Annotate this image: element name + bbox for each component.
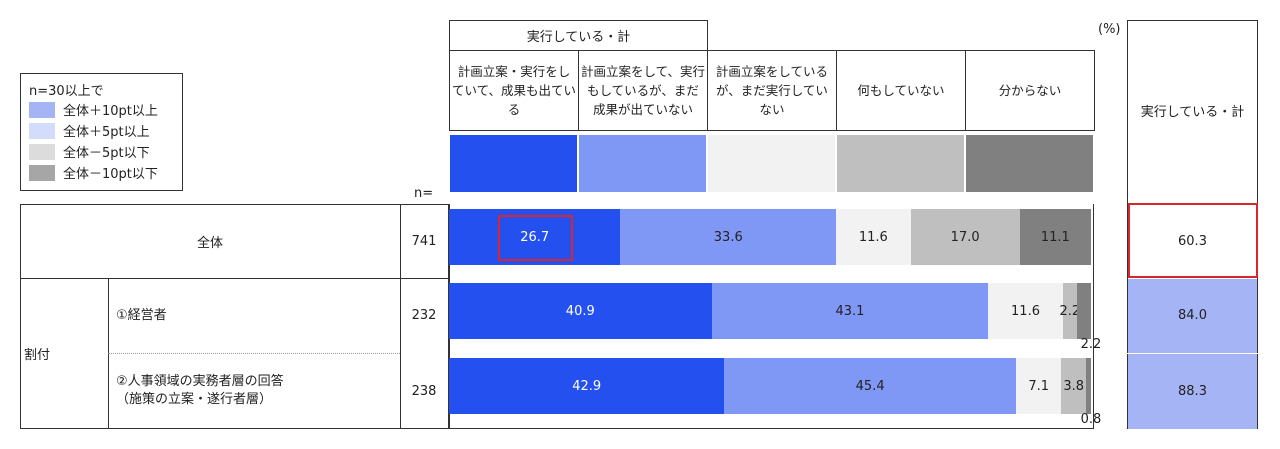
legend-label: 全体－5pt以下 <box>63 146 150 161</box>
bar-segment <box>620 209 837 265</box>
total-cell <box>1128 354 1257 429</box>
legend: n=30以上で 全体＋10pt以上 全体＋5pt以上 全体－5pt以下 全体－10pt… <box>20 73 183 191</box>
bar-segment <box>711 283 989 339</box>
bar-segment <box>836 209 911 265</box>
bar-segment <box>910 209 1020 265</box>
value-label: 11.1 <box>1040 229 1070 245</box>
category-label: 全体 <box>196 235 223 251</box>
highlight-box <box>498 215 573 261</box>
legend-title: n=30以上で <box>29 84 104 99</box>
value-label: 3.8 <box>1063 378 1084 394</box>
value-label: 17.0 <box>950 229 980 245</box>
bar-segment <box>1019 209 1091 265</box>
legend-label: 全体＋5pt以上 <box>63 125 150 140</box>
legend-item: 全体＋10pt以上 <box>29 99 174 120</box>
column-swatch <box>708 135 835 192</box>
total-label: 60.3 <box>1178 233 1207 249</box>
column-header: 計画立案をして、実行もしているが、まだ成果が出ていない <box>578 50 708 131</box>
value-label: 43.1 <box>835 303 865 319</box>
bar-segment <box>1085 358 1091 414</box>
legend-swatch <box>29 101 55 118</box>
row-line <box>20 278 449 279</box>
value-label: 40.9 <box>565 303 595 319</box>
value-label: 33.6 <box>713 229 743 245</box>
value-label: 2.2 <box>1059 303 1081 319</box>
n-label: n= <box>414 186 434 201</box>
category-label: ①経営者 <box>116 307 167 323</box>
bar-segment <box>724 358 1016 414</box>
value-label: 11.6 <box>858 229 888 245</box>
column-header: 何もしていない <box>836 50 966 131</box>
value-label: 0.8 <box>1080 411 1102 427</box>
group-label: 割付 <box>24 348 51 363</box>
row-line <box>1127 353 1258 354</box>
bar-segment <box>988 283 1063 339</box>
column-swatch <box>579 135 706 192</box>
value-label: 7.1 <box>1028 378 1050 394</box>
value-label: 45.4 <box>855 378 885 394</box>
bar-segment <box>449 358 725 414</box>
bar-segment <box>1061 358 1086 414</box>
bar-segment <box>449 283 712 339</box>
bar-segment <box>1076 283 1091 339</box>
column-header: 計画立案・実行をしていて、成果も出ている <box>449 50 579 131</box>
column-swatch <box>837 135 964 192</box>
legend-swatch <box>29 122 55 139</box>
bar-segment <box>1015 358 1062 414</box>
legend-label: 全体－10pt以下 <box>63 167 158 182</box>
row-table <box>20 204 449 429</box>
category-label: ②人事領域の実務者層の回答 （施策の立案・遂行者層） <box>116 374 284 407</box>
bar-segment <box>449 209 621 265</box>
total-header: 実行している・計 <box>1140 104 1245 120</box>
col-line <box>400 204 401 429</box>
column-header: 分からない <box>965 50 1095 131</box>
column-swatch <box>450 135 577 192</box>
group-header: 実行している・計 <box>449 20 708 51</box>
row-line <box>108 353 400 354</box>
legend-item: 全体＋5pt以上 <box>29 120 174 141</box>
legend-item: 全体－10pt以下 <box>29 162 174 183</box>
bar-segment <box>1062 283 1077 339</box>
total-cell <box>1128 205 1257 278</box>
highlight-box <box>1128 203 1258 278</box>
total-cell <box>1128 279 1257 353</box>
n-value: 232 <box>411 308 437 323</box>
legend-swatch <box>29 143 55 160</box>
n-value: 238 <box>411 383 437 399</box>
legend-swatch <box>29 164 55 181</box>
value-label: 2.2 <box>1080 336 1102 352</box>
column-swatch <box>966 135 1093 192</box>
column-header: 計画立案をしているが、まだ実行していない <box>707 50 837 131</box>
total-label: 84.0 <box>1178 308 1207 323</box>
total-label: 88.3 <box>1178 383 1207 399</box>
value-label: 26.7 <box>520 229 550 245</box>
legend-item: 全体－5pt以下 <box>29 141 174 162</box>
value-label: 11.6 <box>1011 303 1040 319</box>
n-value: 741 <box>411 233 437 249</box>
legend-label: 全体＋10pt以上 <box>63 104 158 119</box>
unit: (%) <box>1098 22 1121 37</box>
value-label: 42.9 <box>572 378 602 394</box>
